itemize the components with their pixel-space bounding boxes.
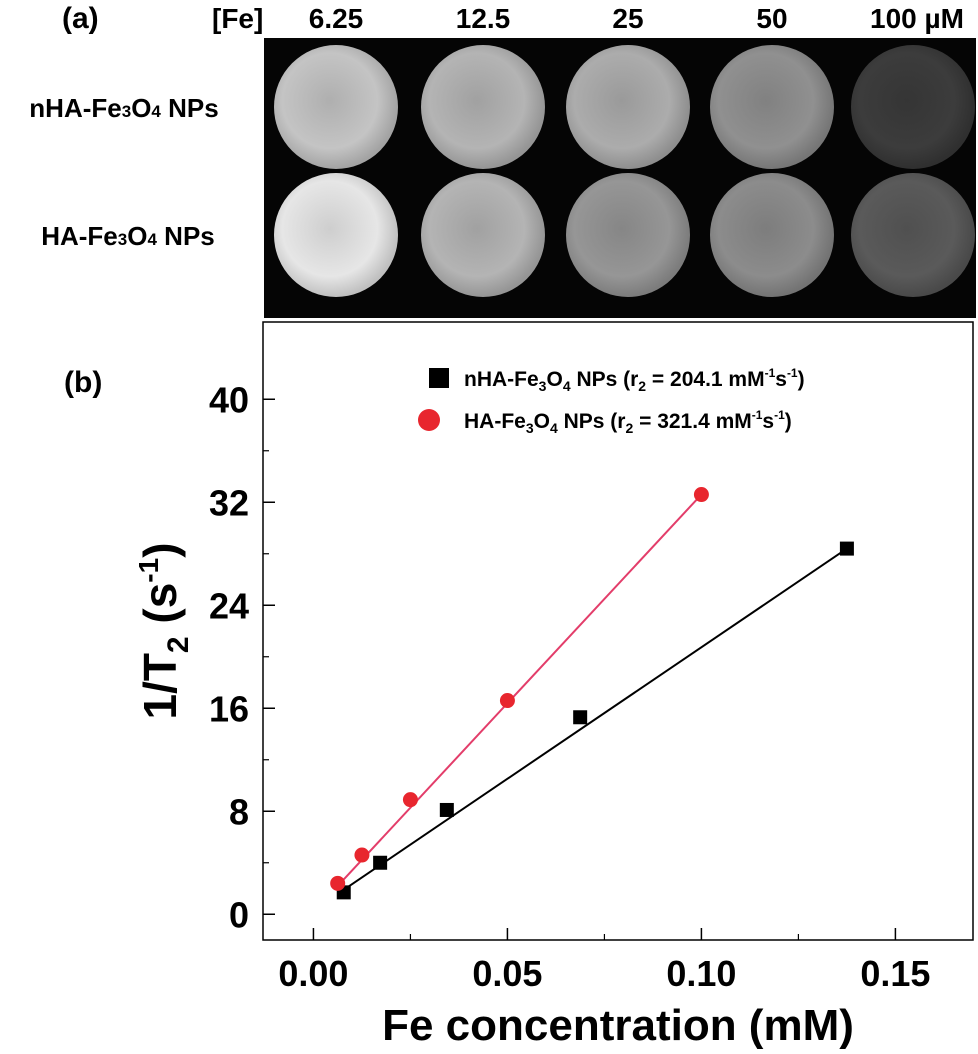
mri-phantom [421,173,545,297]
concentration-label: 50 [756,3,787,34]
mri-phantom [710,45,834,169]
legend-mid: O [546,368,562,391]
mri-phantom [851,45,975,169]
legend-sub: 3 [539,378,547,394]
mri-phantom [274,45,398,169]
legend-np: NPs [571,368,618,391]
mri-phantom [710,173,834,297]
legend-sup: -1 [774,408,785,422]
mri-phantom [851,173,975,297]
y-tick-label: 24 [209,585,249,626]
legend-marker-square [429,368,449,388]
mri-phantom [421,45,545,169]
y-tick-label: 16 [209,688,249,729]
y-tick-label: 40 [209,379,249,420]
fit-lines [336,493,848,891]
x-tick-label: 0.05 [472,953,542,994]
legend-r-eq: = 204.1 mM [646,368,764,391]
concentration-label: 6.25 [309,3,364,34]
legend-r-open: (r [604,410,625,433]
row-label-sub: 3 [118,230,127,249]
legend-r-eq: = 321.4 mM [633,410,751,433]
y-tick-label: 8 [229,791,249,832]
data-point-square [439,802,454,817]
data-point-circle [354,847,370,863]
legend-r-sub: 2 [638,378,646,394]
data-point-square [839,541,854,556]
y-axis-label-close: ) [134,542,186,557]
legend-main: HA-Fe [464,410,526,433]
legend-np: NPs [558,410,605,433]
x-axis-ticks: 0.00 0.05 0.10 0.15 [278,928,930,994]
legend-sup: -1 [752,408,763,422]
concentration-labels: 6.25 12.5 25 50 100 µM [309,3,964,34]
row-label: HA-Fe3O4 NPs [41,221,215,251]
x-axis-label: Fe concentration (mM) [382,1001,854,1050]
plot-frame [262,321,974,941]
mri-phantoms [274,45,975,297]
x-tick-label: 0.10 [666,953,736,994]
panel-b-label: (b) [64,366,102,399]
legend-s: s [762,410,774,433]
row-label-sub: 4 [151,102,161,121]
row-label-main: nHA-Fe [29,93,121,123]
y-tick-label: 32 [209,482,249,523]
x-tick-label: 0.00 [278,953,348,994]
fit-line [343,547,848,891]
panel-a: (a) [Fe] 6.25 12.5 25 50 100 µM nHA-Fe3O4 NP… [29,2,976,318]
panel-a-label: (a) [62,2,99,35]
legend-marker-circle [418,409,440,431]
legend-label: HA-Fe3O4 NPs (r2 = 321.4 mM-1s-1) [464,408,792,436]
mri-phantom [274,173,398,297]
legend-r-sub: 2 [625,420,633,436]
y-axis-label-main: 1/T [134,653,186,719]
mri-phantom [566,45,690,169]
legend-r-close: ) [785,410,792,433]
row-label-tail: NPs [161,93,219,123]
data-point-circle [402,792,418,808]
data-point-circle [693,487,709,503]
fe-header-label: [Fe] [212,3,263,34]
legend-sub: 4 [550,420,558,436]
legend-r-close: ) [798,368,805,391]
legend-sup: -1 [765,366,776,380]
legend-sub: 3 [526,420,534,436]
legend-r-open: (r [617,368,638,391]
mri-phantom [566,173,690,297]
data-points [330,487,854,900]
row-label: nHA-Fe3O4 NPs [29,93,218,123]
row-label-mid: O [131,93,151,123]
data-point-circle [499,693,515,709]
y-axis-label: 1/T2 (s-1) [133,542,195,719]
legend-main: nHA-Fe [464,368,539,391]
row-label-tail: NPs [157,221,215,251]
y-axis-label-sub: 2 [162,636,195,653]
y-tick-label: 0 [229,894,249,935]
row-label-main: HA-Fe [41,221,118,251]
legend-sub: 4 [563,378,571,394]
y-axis-label-sup: -1 [133,558,164,583]
data-point-square [573,710,588,725]
x-tick-label: 0.15 [860,953,930,994]
fit-line [336,493,703,887]
row-label-sub: 3 [122,102,131,121]
legend-mid: O [534,410,550,433]
legend-s: s [775,368,787,391]
y-axis-label-unit: (s [134,583,186,637]
concentration-label: 100 µM [870,3,964,34]
legend-label: nHA-Fe3O4 NPs (r2 = 204.1 mM-1s-1) [464,366,805,394]
data-point-square [373,855,388,870]
concentration-label: 25 [612,3,643,34]
legend-sup: -1 [787,366,798,380]
concentration-label: 12.5 [456,3,511,34]
row-label-mid: O [127,221,147,251]
y-axis-ticks: 0 8 16 24 32 40 [209,379,275,935]
legend: nHA-Fe3O4 NPs (r2 = 204.1 mM-1s-1)HA-Fe3… [418,366,805,436]
data-point-circle [330,875,346,891]
row-label-sub: 4 [147,230,157,249]
